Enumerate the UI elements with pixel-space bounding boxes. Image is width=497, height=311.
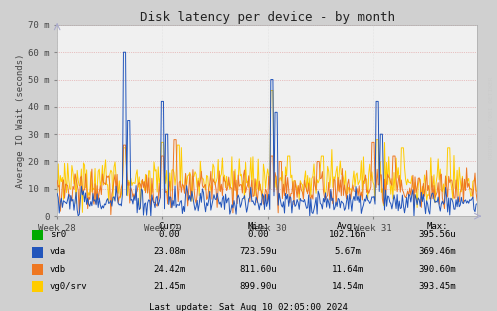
Text: 723.59u: 723.59u xyxy=(240,248,277,256)
Text: 395.56u: 395.56u xyxy=(418,230,456,239)
Text: vdb: vdb xyxy=(50,265,66,273)
Text: 0.00: 0.00 xyxy=(158,230,180,239)
Text: Cur:: Cur: xyxy=(158,222,180,231)
Text: Max:: Max: xyxy=(426,222,448,231)
Text: sr0: sr0 xyxy=(50,230,66,239)
Text: 369.46m: 369.46m xyxy=(418,248,456,256)
Text: 23.08m: 23.08m xyxy=(153,248,185,256)
Text: 11.64m: 11.64m xyxy=(332,265,364,273)
Text: 21.45m: 21.45m xyxy=(153,282,185,290)
Text: Min:: Min: xyxy=(248,222,269,231)
Text: vda: vda xyxy=(50,248,66,256)
Text: vg0/srv: vg0/srv xyxy=(50,282,87,290)
Text: 899.90u: 899.90u xyxy=(240,282,277,290)
Text: Last update: Sat Aug 10 02:05:00 2024: Last update: Sat Aug 10 02:05:00 2024 xyxy=(149,303,348,311)
Title: Disk latency per device - by month: Disk latency per device - by month xyxy=(140,11,395,24)
Text: 811.60u: 811.60u xyxy=(240,265,277,273)
Text: 393.45m: 393.45m xyxy=(418,282,456,290)
Text: 5.67m: 5.67m xyxy=(334,248,361,256)
Text: 390.60m: 390.60m xyxy=(418,265,456,273)
Text: 24.42m: 24.42m xyxy=(153,265,185,273)
Y-axis label: Average IO Wait (seconds): Average IO Wait (seconds) xyxy=(16,53,25,188)
Text: RRDTOOL / TOBI OETIKER: RRDTOOL / TOBI OETIKER xyxy=(489,77,494,160)
Text: Avg:: Avg: xyxy=(337,222,359,231)
Text: 14.54m: 14.54m xyxy=(332,282,364,290)
Text: 0.00: 0.00 xyxy=(248,230,269,239)
Text: 102.16n: 102.16n xyxy=(329,230,367,239)
